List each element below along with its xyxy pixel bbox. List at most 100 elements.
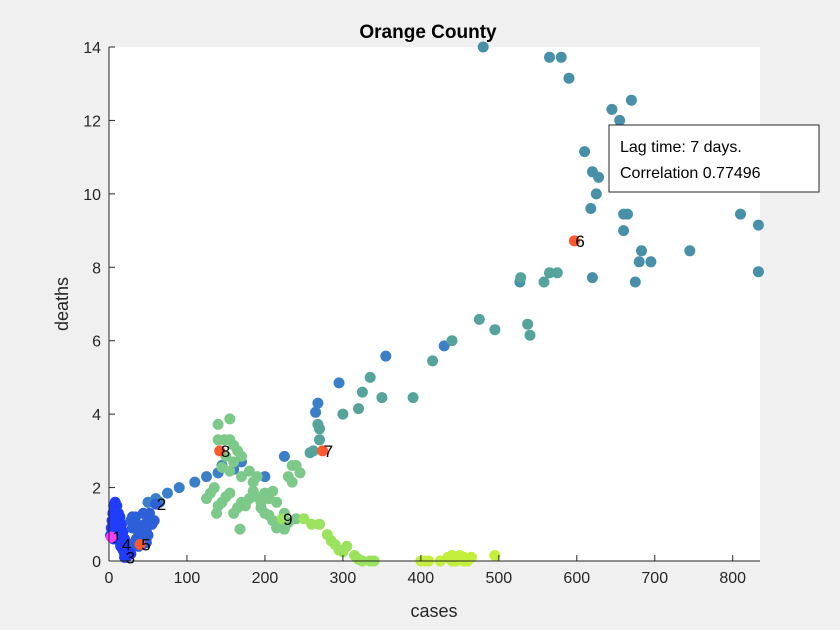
labeled-point-8 xyxy=(214,445,226,457)
data-point-s4-14 xyxy=(407,392,419,404)
labeled-point-5 xyxy=(134,539,146,550)
data-point-s1-13 xyxy=(148,515,160,527)
data-point-s5-23 xyxy=(208,482,220,494)
labeled-point-7 xyxy=(317,445,329,457)
annotation-line-2: Correlation 0.77496 xyxy=(620,165,761,182)
data-point-s2-3 xyxy=(162,487,173,499)
data-point-s5-51 xyxy=(290,513,302,525)
data-point-s5-7 xyxy=(236,450,247,462)
data-point-s1-19 xyxy=(125,515,137,527)
data-point-s3-23 xyxy=(752,266,764,278)
point-labels: 1 2 34 5 6 7 8 9 xyxy=(105,232,585,567)
data-point-s3-4 xyxy=(606,103,618,115)
data-point-s4-17 xyxy=(314,423,325,435)
data-point-s2-15 xyxy=(333,377,345,389)
data-point-s3-9 xyxy=(593,171,605,183)
data-point-s5-13 xyxy=(243,465,255,477)
data-point-s4-12 xyxy=(353,403,364,415)
point-label-3: 3 xyxy=(126,548,135,567)
data-point-s2-4 xyxy=(173,482,185,494)
y-tick-label-10: 10 xyxy=(83,187,101,204)
data-point-s6-8 xyxy=(341,540,353,552)
x-tick-label-800: 800 xyxy=(719,570,746,587)
data-point-s3-17 xyxy=(633,256,645,268)
data-point-s5-0 xyxy=(212,418,224,430)
data-points xyxy=(105,41,764,567)
data-point-s2-16 xyxy=(380,350,392,362)
data-point-s4-1 xyxy=(538,276,550,288)
data-point-s4-18 xyxy=(314,434,325,446)
x-tick-label-400: 400 xyxy=(408,570,435,587)
data-point-s4-10 xyxy=(364,371,376,383)
point-label-5: 5 xyxy=(141,536,150,555)
data-point-s2-5 xyxy=(189,476,201,488)
data-point-s3-11 xyxy=(585,203,597,214)
data-point-s4-15 xyxy=(337,408,349,420)
data-point-s3-13 xyxy=(622,208,633,220)
data-point-s3-10 xyxy=(590,188,602,200)
data-point-s5-43 xyxy=(263,509,275,521)
data-point-s3-16 xyxy=(645,256,657,268)
data-point-s3-14 xyxy=(618,225,630,237)
data-point-s4-9 xyxy=(427,355,439,367)
data-point-s3-0 xyxy=(477,41,489,53)
x-tick-label-600: 600 xyxy=(563,570,590,587)
y-tick-label-0: 0 xyxy=(92,554,101,571)
labeled-point-3 xyxy=(119,551,131,563)
data-point-s4-8 xyxy=(446,335,458,347)
y-tick-label-4: 4 xyxy=(92,407,101,424)
labeled-point-9 xyxy=(276,513,288,525)
data-point-s5-38 xyxy=(267,485,279,497)
data-point-s3-19 xyxy=(629,276,641,288)
data-point-s3-1 xyxy=(544,51,555,63)
data-point-s4-0 xyxy=(515,272,527,284)
x-tick-label-700: 700 xyxy=(641,570,668,587)
data-point-s5-12 xyxy=(236,471,247,483)
data-point-s3-15 xyxy=(636,245,647,257)
data-point-s3-5 xyxy=(614,114,626,126)
data-point-s2-6 xyxy=(201,471,212,483)
point-label-7: 7 xyxy=(324,442,333,461)
data-point-s3-3 xyxy=(563,72,575,84)
data-point-s5-44 xyxy=(234,523,246,535)
point-label-4: 4 xyxy=(122,536,131,555)
chart-title: Orange County xyxy=(359,22,497,43)
x-tick-label-300: 300 xyxy=(330,570,357,587)
data-point-s3-20 xyxy=(684,245,696,257)
annotation-line-1: Lag time: 7 days. xyxy=(620,139,742,156)
point-label-8: 8 xyxy=(221,442,230,461)
data-point-s2-14 xyxy=(312,397,324,409)
data-point-s2-12 xyxy=(278,450,290,462)
y-tick-label-8: 8 xyxy=(92,260,101,277)
point-label-9: 9 xyxy=(283,510,292,529)
data-point-s5-15 xyxy=(251,471,263,483)
data-point-s5-45 xyxy=(211,507,223,519)
data-point-s3-2 xyxy=(555,51,567,63)
y-tick-label-2: 2 xyxy=(92,481,101,498)
plot-area xyxy=(109,47,760,561)
data-point-s5-9 xyxy=(228,456,240,468)
data-point-s5-11 xyxy=(224,465,236,477)
data-point-s4-13 xyxy=(376,392,388,404)
point-label-1: 1 xyxy=(112,528,121,547)
annotation-box: Lag time: 7 days. Correlation 0.77496 xyxy=(608,124,820,193)
y-axis-label: deaths xyxy=(52,277,72,331)
y-tick-label-6: 6 xyxy=(92,334,101,351)
data-point-s4-11 xyxy=(356,386,368,398)
data-point-s5-20 xyxy=(286,476,298,488)
data-point-s7-11 xyxy=(489,550,501,561)
data-point-s4-4 xyxy=(473,313,485,325)
data-point-s2-11 xyxy=(259,471,271,483)
data-point-s5-18 xyxy=(294,467,306,479)
data-point-s4-7 xyxy=(524,329,536,341)
data-point-s5-39 xyxy=(271,496,283,508)
x-axis-label: cases xyxy=(410,601,457,621)
data-point-s6-0 xyxy=(298,513,310,525)
x-tick-label-100: 100 xyxy=(174,570,201,587)
point-label-6: 6 xyxy=(575,232,584,251)
data-point-s5-41 xyxy=(255,502,267,514)
labeled-point-2 xyxy=(150,498,162,510)
data-point-s3-22 xyxy=(752,219,764,231)
